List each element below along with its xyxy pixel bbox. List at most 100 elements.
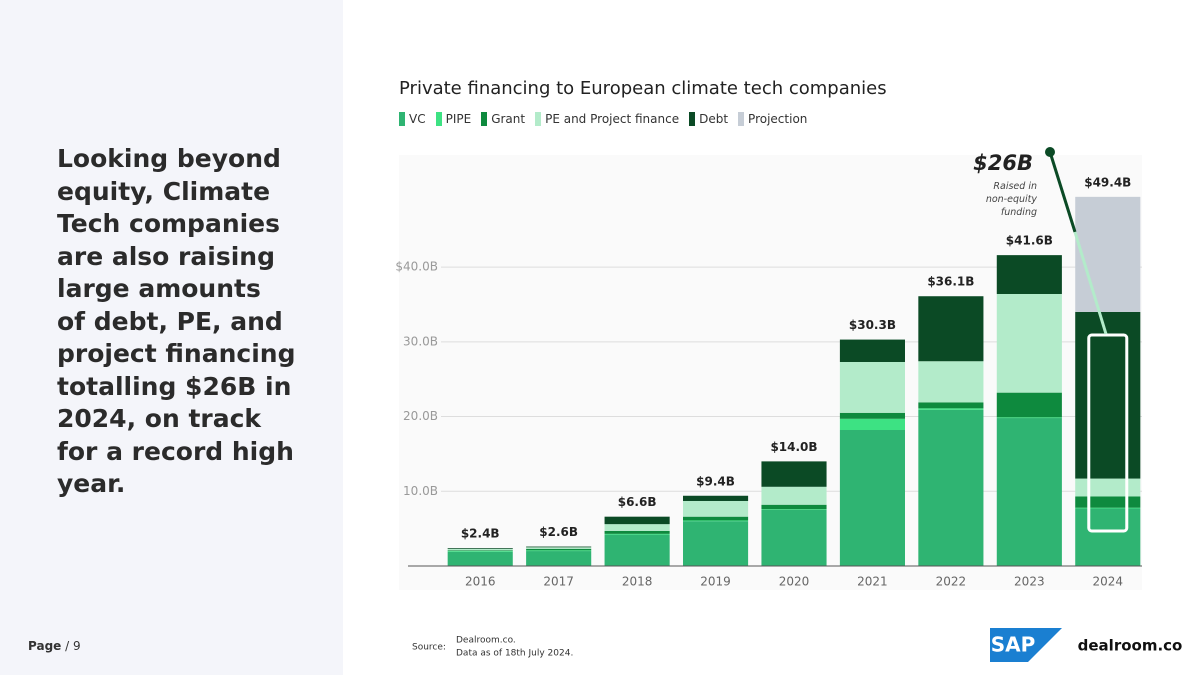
x-tick-label: 2016 <box>465 575 496 589</box>
legend-item: PIPE <box>435 112 472 126</box>
bar-segment <box>526 547 592 549</box>
y-tick-label: 10.0B <box>403 484 438 498</box>
bar-segment <box>604 534 670 566</box>
bar-segment <box>683 521 749 566</box>
y-tick-label: 30.0B <box>403 334 438 348</box>
total-label: $14.0B <box>770 440 817 454</box>
bar-segment <box>761 461 827 487</box>
x-tick-label: 2024 <box>1093 575 1124 589</box>
bar-segment <box>761 486 827 505</box>
bar-segment <box>839 339 905 362</box>
highlight-box <box>1087 333 1129 533</box>
total-label: $41.6B <box>1006 234 1053 248</box>
legend-swatch <box>738 112 745 126</box>
y-tick-label: 20.0B <box>403 409 438 423</box>
source-line: Dealroom.co. <box>456 636 516 646</box>
total-label: $2.4B <box>461 527 500 541</box>
bar-segment <box>1075 507 1141 509</box>
legend-label: Debt <box>699 112 729 126</box>
x-tick-label: 2020 <box>779 575 810 589</box>
bar-segment <box>604 524 670 531</box>
x-tick-label: 2023 <box>1014 575 1045 589</box>
bar-segment <box>996 417 1062 419</box>
bar-segment <box>1075 478 1141 497</box>
bar-segment <box>1075 311 1141 479</box>
bar-segment <box>604 530 670 534</box>
annotation-note: Raised in non-equity funding <box>985 181 1037 218</box>
bar-segment <box>683 500 749 517</box>
dealroom-logo: dealroom.co <box>1078 637 1183 655</box>
bar-segment <box>996 418 1062 566</box>
bar-segment <box>1075 496 1141 508</box>
legend-label: PIPE <box>445 112 472 126</box>
bar-segment <box>526 548 592 551</box>
source-label: Source: <box>412 643 446 653</box>
bar-segment <box>996 392 1062 418</box>
bar-segment <box>1075 508 1141 566</box>
x-tick-label: 2021 <box>857 575 888 589</box>
legend-label: PE and Project finance <box>545 112 680 126</box>
legend-swatch <box>435 112 442 126</box>
x-tick-label: 2019 <box>700 575 731 589</box>
legend-swatch <box>689 112 696 126</box>
legend: VC PIPE Grant PE and Project finance Debt Pro… <box>399 112 807 126</box>
sap-logo-shape <box>990 628 1062 662</box>
annotation-line <box>1073 231 1108 335</box>
legend-swatch <box>535 112 542 126</box>
bar-segment <box>918 402 984 409</box>
left-panel <box>0 0 343 675</box>
chart-title: Private financing to European climate te… <box>399 78 887 99</box>
legend-item: Grant <box>481 112 525 126</box>
x-tick-label: 2017 <box>543 575 574 589</box>
headline: Looking beyond equity, Climate Tech comp… <box>57 144 296 498</box>
legend-label: Grant <box>491 112 526 126</box>
x-tick-label: 2018 <box>622 575 653 589</box>
sap-logo: SAP <box>991 633 1036 657</box>
annotation-line <box>1048 151 1077 233</box>
bar-segment <box>447 551 513 552</box>
total-label: $2.6B <box>539 525 578 539</box>
bar-segment <box>447 548 513 549</box>
legend-label: VC <box>409 112 426 126</box>
annotation-dot <box>1045 147 1055 157</box>
bar-segment <box>683 520 749 522</box>
bar-segment <box>604 516 670 525</box>
total-label: $6.6B <box>618 495 657 509</box>
bar-segment <box>1075 196 1141 312</box>
page-label: Page <box>28 639 62 653</box>
bar-segment <box>839 418 905 430</box>
bar-segment <box>683 495 749 501</box>
total-label: $30.3B <box>849 318 896 332</box>
bar-segment <box>918 408 984 410</box>
source-line: Data as of 18th July 2024. <box>456 649 573 659</box>
page-total: / 9 <box>65 639 81 653</box>
bar-segment <box>447 548 513 551</box>
total-label: $36.1B <box>927 275 974 289</box>
legend-item: VC <box>399 112 426 126</box>
bar-segment <box>839 412 905 419</box>
bar-segment <box>918 409 984 566</box>
y-tick-label: $40.0B <box>395 260 438 274</box>
bar-segment <box>447 550 513 552</box>
total-label: $9.4B <box>696 474 735 488</box>
bar-segment <box>683 516 749 521</box>
x-tick-label: 2022 <box>936 575 967 589</box>
bar-segment <box>526 546 592 548</box>
legend-swatch <box>399 112 405 126</box>
legend-swatch <box>481 112 488 126</box>
annotation-value: $26B <box>973 151 1033 175</box>
legend-item: PE and Project finance <box>535 112 679 126</box>
bar-segment <box>918 296 984 362</box>
bar-segment <box>839 361 905 413</box>
bar-segment <box>839 429 905 566</box>
bar-segment <box>761 509 827 566</box>
annotation-note-box: Raised in non-equity funding <box>985 181 1037 218</box>
bar-segment <box>761 504 827 510</box>
page-number: Page / 9 <box>28 639 81 653</box>
bar-segment <box>526 551 592 566</box>
bar-segment <box>918 361 984 403</box>
total-label: $49.4B <box>1084 175 1131 189</box>
bar-segment <box>526 550 592 552</box>
